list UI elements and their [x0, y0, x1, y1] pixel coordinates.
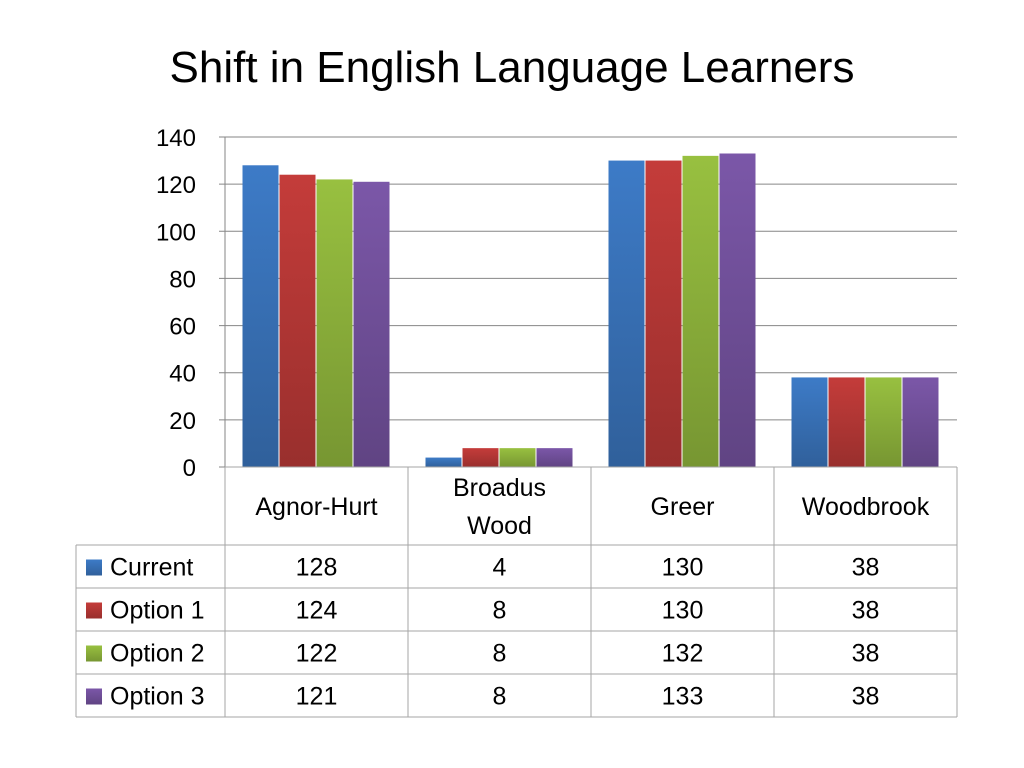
table-cell-value: 38 [852, 640, 880, 668]
bar-option-3-2 [719, 153, 756, 467]
bar-current-2 [608, 160, 645, 468]
bar-option-1-2 [645, 160, 682, 468]
table-cell-value: 121 [296, 683, 338, 711]
table-cell-value: 4 [493, 554, 507, 582]
category-label: Greer [651, 493, 715, 521]
table-cell-value: 38 [852, 683, 880, 711]
bar-option-3-3 [902, 377, 939, 467]
data-table: Agnor-Hurt Broadus Wood Greer Woodbrook Curre… [75, 466, 958, 718]
legend-key-current [86, 559, 102, 576]
table-cell-value: 133 [662, 683, 704, 711]
y-tick-label: 40 [169, 361, 196, 388]
legend-label: Option 3 [110, 683, 205, 711]
table-cell-value: 8 [493, 640, 507, 668]
table-cell-value: 38 [852, 554, 880, 582]
category-label: Wood [467, 512, 532, 540]
y-tick-label: 140 [156, 125, 196, 152]
bar-option-1-3 [828, 377, 865, 467]
bar-option-2-2 [682, 155, 719, 467]
bar-option-2-1 [499, 448, 536, 467]
bar-option-3-0 [353, 181, 390, 468]
bar-option-1-1 [462, 448, 499, 467]
table-cell-value: 124 [296, 597, 338, 625]
category-label: Broadus [453, 474, 546, 502]
bar-option-3-1 [536, 448, 573, 467]
y-tick-label: 100 [156, 219, 196, 246]
table-cell-value: 8 [493, 683, 507, 711]
y-tick-label: 80 [169, 266, 196, 293]
category-label: Woodbrook [802, 493, 930, 521]
bar-current-3 [791, 377, 828, 467]
y-tick-label: 60 [169, 314, 196, 341]
table-cell-value: 122 [296, 640, 338, 668]
table-cell-value: 8 [493, 597, 507, 625]
bar-option-2-3 [865, 377, 902, 467]
legend-key-option-2 [86, 645, 102, 662]
table-cell-value: 128 [296, 554, 338, 582]
legend-label: Option 2 [110, 640, 205, 668]
category-label: Agnor-Hurt [255, 493, 377, 521]
legend-label: Option 1 [110, 597, 205, 625]
bar-option-2-0 [316, 179, 353, 467]
legend-key-option-1 [86, 602, 102, 619]
legend-label: Current [110, 554, 193, 582]
bar-current-1 [425, 457, 462, 467]
y-tick-label: 20 [169, 408, 196, 435]
bar-option-1-0 [279, 174, 316, 467]
chart-title: Shift in English Language Learners [169, 43, 855, 92]
y-tick-label: 0 [183, 455, 196, 482]
bar-current-0 [242, 165, 279, 468]
table-cell-value: 132 [662, 640, 704, 668]
y-tick-label: 120 [156, 172, 196, 199]
table-cell-value: 130 [662, 554, 704, 582]
table-cell-value: 130 [662, 597, 704, 625]
table-cell-value: 38 [852, 597, 880, 625]
legend-key-option-3 [86, 688, 102, 705]
y-axis-ticks: 0 20 40 60 80 100 120 140 [156, 125, 196, 482]
bars [242, 153, 939, 468]
